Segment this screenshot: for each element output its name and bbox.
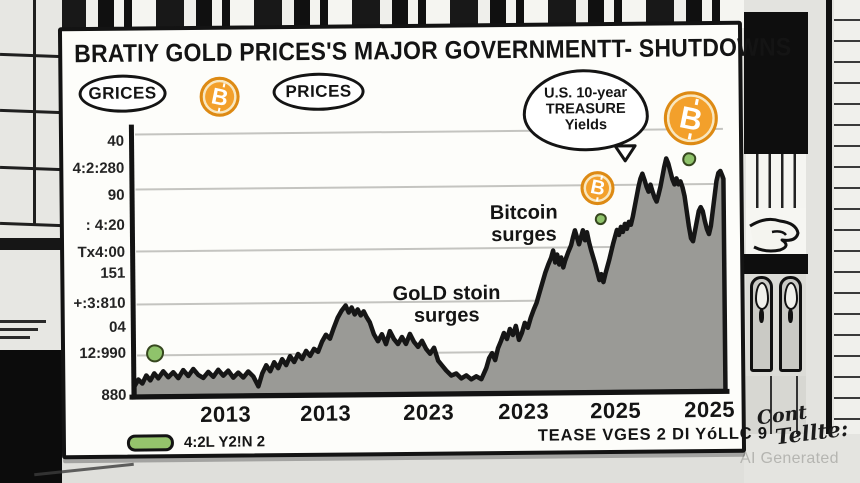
background-right-wall xyxy=(744,0,860,483)
x-tick-label: 2025 xyxy=(684,396,736,423)
brick-column xyxy=(834,0,860,442)
y-tick-label: +:3:810 xyxy=(73,294,126,313)
y-tick-label: 90 xyxy=(107,186,125,204)
y-tick-label: Tx4:00 xyxy=(77,243,126,262)
annotation-line: surges xyxy=(413,303,480,327)
arch-ornament xyxy=(779,276,802,372)
area-series-path xyxy=(132,156,728,399)
y-tick-label: : 4:20 xyxy=(85,216,125,235)
wall-sketch-stroke xyxy=(0,336,30,339)
annotation-gold-surges: GoLD stoin surges xyxy=(376,282,516,328)
wall-tile-line xyxy=(0,221,63,228)
x-tick-label: 2023 xyxy=(498,398,550,425)
y-tick-label: 04 xyxy=(109,318,126,336)
artist-signature: Cont Tellte: xyxy=(756,399,850,449)
x-tick-label: 2023 xyxy=(403,399,455,425)
legend-swatch-green xyxy=(126,434,175,452)
thought-bubble-line3: Yields xyxy=(564,117,608,134)
hatched-panel xyxy=(746,154,806,211)
wall-tile-line xyxy=(0,165,63,172)
wall-sketch-stroke xyxy=(0,320,46,323)
x-tick-label: 2013 xyxy=(200,401,252,427)
bitcoin-coin-icon: B xyxy=(199,76,240,117)
pillar-dark-band xyxy=(744,254,808,274)
legend-label: 4:2L Y2!N 2 xyxy=(183,433,266,452)
wall-tile-line xyxy=(0,52,63,59)
pillar-edge-line xyxy=(826,0,832,446)
hand-sketch xyxy=(746,208,806,256)
y-tick-label: 880 xyxy=(101,386,127,404)
y-tick-label: 151 xyxy=(100,264,126,282)
annotation-bitcoin-surges: Bitcoin surges xyxy=(458,202,590,246)
bitcoin-coin-icon: B xyxy=(663,90,719,146)
x-tick-label: 2025 xyxy=(590,397,642,424)
area-series xyxy=(132,156,728,399)
thought-bubble-line1: U.S. 10-year xyxy=(544,84,628,102)
annotation-line: Bitcoin xyxy=(489,201,558,225)
bitcoin-glyph: B xyxy=(208,81,231,111)
floor-right xyxy=(744,434,860,483)
wall-shadow-block xyxy=(0,350,62,483)
bitcoin-glyph: B xyxy=(588,175,607,201)
wall-tile-line xyxy=(0,108,63,115)
annotation-line: surges xyxy=(491,223,557,246)
y-tick-label: 4:2:280 xyxy=(72,159,125,178)
y-tick-label: 40 xyxy=(107,132,125,150)
speech-tail-icon xyxy=(613,144,637,163)
railing-arches xyxy=(746,274,806,376)
chart-plot: 40 4:2:280 90 : 4:20 Tx4:00 151 +:3:810 04 12:99… xyxy=(62,25,738,427)
y-tick-label: 12:990 xyxy=(79,344,127,363)
arch-ornament xyxy=(750,276,773,372)
thought-bubble-treasury-yields: U.S. 10-year TREASURE Yields xyxy=(522,68,650,163)
bitcoin-coin-icon: B xyxy=(580,170,615,206)
poster-panel: BRATIY GOLD PRICES'S MAJOR GOVERNMENTT- … xyxy=(57,20,792,460)
wall-tile-line xyxy=(33,0,36,226)
pillar-dark xyxy=(744,12,808,154)
annotation-line: GoLD stoin xyxy=(392,282,501,306)
wall-dark-band xyxy=(0,238,62,250)
railing-base xyxy=(746,376,806,434)
ai-generated-watermark: AI Generated xyxy=(740,450,839,467)
bitcoin-glyph: B xyxy=(676,98,706,138)
hand-sketch-drawing xyxy=(749,217,800,253)
thought-bubble-line2: TREASURE xyxy=(545,101,626,118)
wall-sketch-stroke xyxy=(0,328,38,331)
footer-note: TEASE VGES 2 DI YóLLC 9 xyxy=(537,424,768,445)
background-left-wall xyxy=(0,0,63,483)
x-tick-label: 2013 xyxy=(300,400,352,426)
